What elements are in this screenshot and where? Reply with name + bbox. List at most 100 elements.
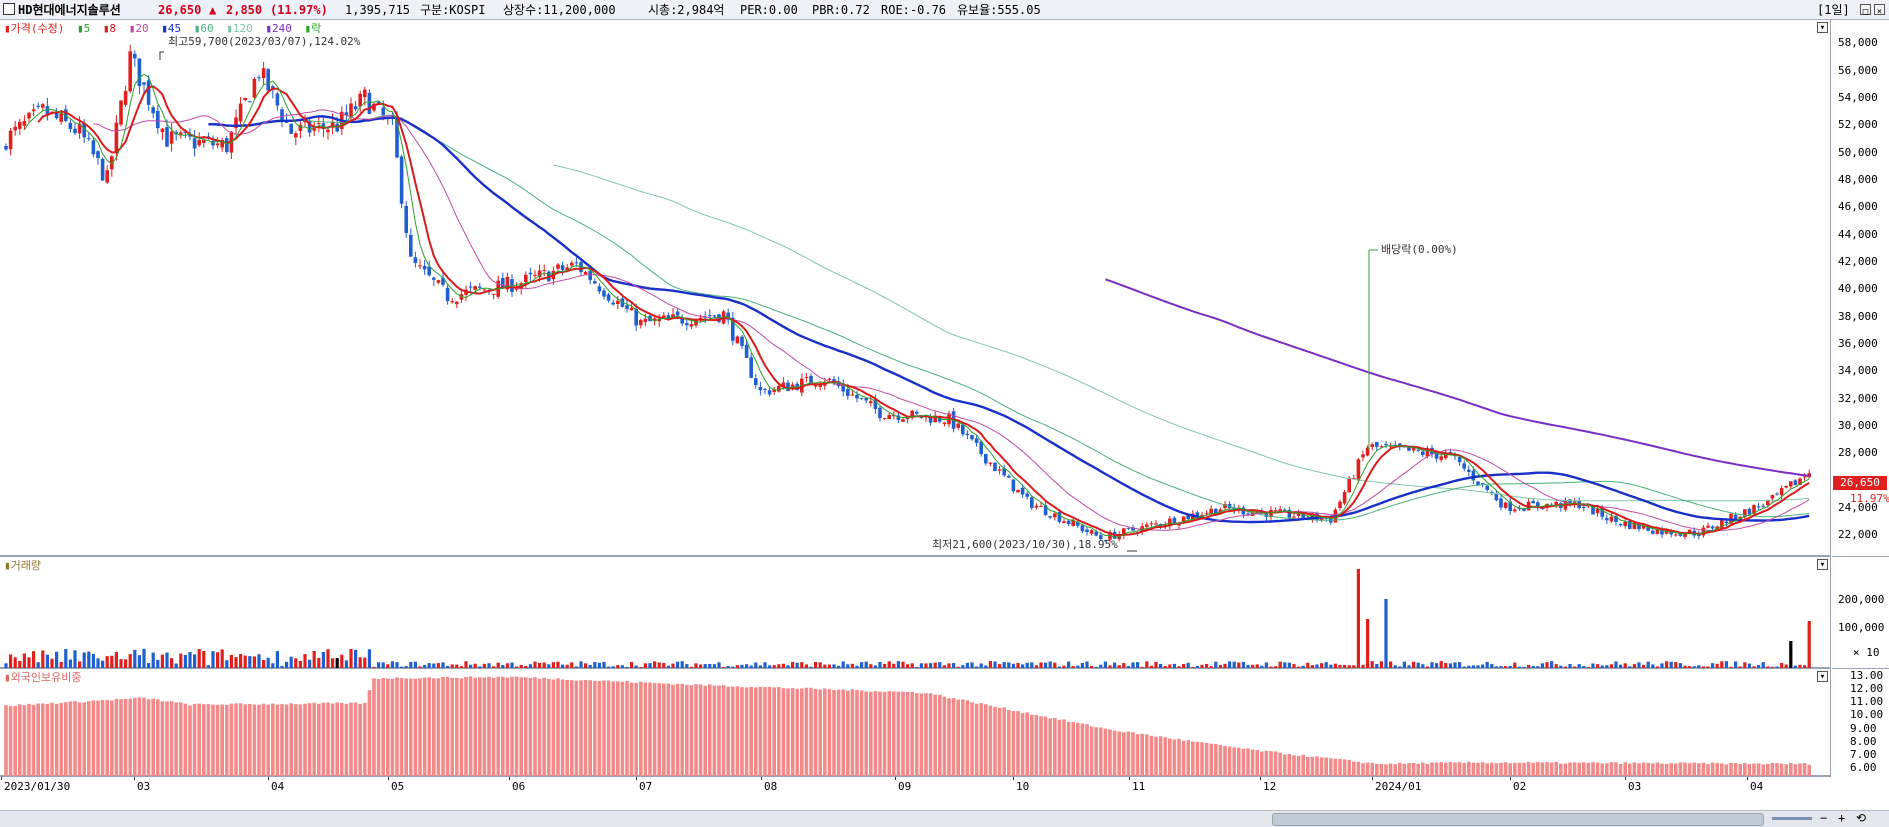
foreign-bar	[1324, 757, 1328, 777]
volume-bar	[174, 663, 178, 669]
foreign-bar	[1007, 709, 1011, 777]
volume-bar	[745, 664, 749, 669]
foreign-bar	[717, 685, 721, 777]
volume-bar	[1738, 666, 1742, 669]
foreign-bar	[703, 685, 707, 777]
foreign-bar	[1453, 762, 1457, 777]
foreign-bar	[694, 684, 698, 777]
stock-name[interactable]: HD현대에너지솔루션	[18, 3, 121, 17]
foreign-bar	[413, 678, 418, 777]
foreign-bar	[1632, 762, 1637, 777]
low-annotation: 최저21,600(2023/10/30),18.95%	[932, 538, 1118, 551]
foreign-bar	[850, 689, 855, 777]
candle-body	[427, 266, 431, 276]
volume-bar	[689, 666, 693, 669]
candle-body	[179, 132, 183, 136]
candle-body	[261, 68, 266, 79]
volume-pane[interactable]: ▮거래량 ▾	[0, 556, 1831, 669]
foreign-bar	[100, 700, 105, 777]
volume-bar	[1269, 666, 1273, 669]
zoom-out-icon[interactable]: −	[1820, 811, 1828, 825]
candle-body	[243, 97, 247, 101]
volume-bar	[1614, 661, 1618, 669]
volume-bar	[855, 665, 859, 669]
volume-bar	[1513, 662, 1517, 669]
price-pane[interactable]: ▮가격(수정) ▮5 ▮8 ▮20 ▮45 ▮60 ▮120 ▮240 ▮락 최…	[0, 20, 1831, 556]
candle-body	[878, 407, 882, 419]
foreign-bar	[1011, 711, 1016, 777]
candle-body	[740, 336, 744, 346]
period-selector[interactable]: [1일]	[1817, 3, 1850, 17]
candle-body	[197, 139, 201, 146]
foreign-bar	[1315, 756, 1319, 777]
volume-bar	[239, 654, 243, 669]
foreign-pane[interactable]: ▮외국인보유비중 ▾	[0, 668, 1831, 777]
candle-body	[1421, 451, 1425, 455]
volume-bar	[873, 665, 877, 669]
scroll-thumb[interactable]	[1272, 813, 1764, 826]
foreign-bar	[1692, 762, 1696, 777]
stock-icon[interactable]	[3, 3, 15, 15]
candle-body	[565, 267, 569, 271]
foreign-bar	[583, 680, 588, 777]
foreign-bar	[317, 703, 321, 777]
candle-body	[758, 386, 763, 391]
foreign-bar	[1186, 740, 1190, 777]
candle-body	[1582, 506, 1586, 508]
volume-bar	[340, 654, 344, 669]
volume-bar	[1582, 666, 1586, 669]
foreign-bar	[1807, 764, 1811, 777]
pbr-value: PBR:0.72	[812, 3, 870, 17]
pane-collapse-button[interactable]: ▾	[1817, 22, 1828, 33]
candle-body	[767, 390, 772, 395]
candle-body	[1007, 475, 1011, 478]
foreign-tick: 13.00	[1850, 668, 1884, 682]
foreign-bar	[1416, 763, 1420, 777]
volume-bar	[791, 661, 795, 669]
volume-bar	[124, 659, 128, 669]
candle-body	[436, 280, 441, 283]
volume-bar	[1412, 661, 1416, 669]
foreign-bar	[1218, 744, 1223, 777]
foreign-bar	[36, 703, 40, 777]
volume-collapse-button[interactable]: ▾	[1817, 559, 1828, 570]
candle-body	[1411, 447, 1416, 451]
foreign-collapse-button[interactable]: ▾	[1817, 671, 1828, 682]
volume-bar	[1209, 666, 1213, 669]
close-button[interactable]: ×	[1874, 4, 1885, 17]
volume-bar	[556, 661, 560, 669]
horizontal-scrollbar[interactable]: − + ⟲	[0, 810, 1889, 827]
foreign-bar	[59, 703, 63, 777]
candle-body	[1020, 487, 1025, 495]
volume-bar	[827, 664, 831, 669]
reset-zoom-icon[interactable]: ⟲	[1856, 811, 1867, 825]
price-change: 2,850	[226, 3, 263, 17]
foreign-bar	[708, 684, 712, 777]
candle-body	[77, 123, 82, 134]
candle-body	[1352, 478, 1356, 480]
volume-bar	[850, 663, 854, 669]
candle-body	[1701, 527, 1706, 536]
volume-bar	[496, 662, 500, 669]
foreign-bar	[984, 704, 988, 777]
foreign-bar	[910, 691, 914, 777]
candle-body	[1365, 447, 1370, 456]
foreign-bar	[363, 702, 367, 777]
foreign-bar	[372, 678, 376, 777]
foreign-bar	[519, 677, 523, 777]
price-axis[interactable]	[1832, 20, 1889, 556]
foreign-bar	[399, 678, 404, 777]
volume-bar	[349, 648, 353, 669]
candle-body	[652, 318, 657, 322]
candle-body	[1094, 531, 1098, 536]
volume-bar	[892, 663, 896, 669]
candle-body	[625, 305, 629, 309]
foreign-bar	[827, 689, 832, 777]
foreign-bar	[919, 693, 924, 777]
zoom-in-icon[interactable]: +	[1838, 811, 1846, 825]
volume-bar	[482, 663, 486, 669]
scroll-slider-track[interactable]	[1772, 817, 1812, 820]
foreign-bar	[321, 702, 326, 777]
maximize-button[interactable]: □	[1860, 4, 1871, 17]
foreign-bar	[1030, 714, 1034, 777]
